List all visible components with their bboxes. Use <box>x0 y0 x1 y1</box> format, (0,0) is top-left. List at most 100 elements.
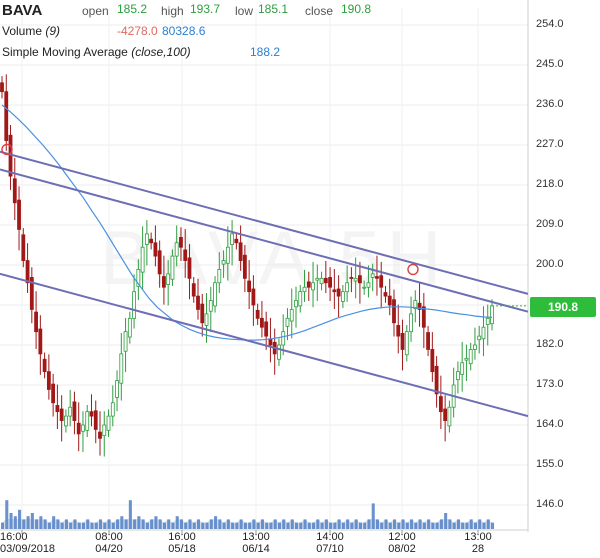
volume-bar <box>393 519 397 529</box>
volume-bar <box>478 519 482 529</box>
candle-body <box>302 286 307 293</box>
volume-bar <box>52 516 56 529</box>
volume-bar <box>324 519 328 529</box>
volume-bar <box>124 519 128 529</box>
candle-body <box>213 282 217 307</box>
candle-body <box>417 302 422 310</box>
volume-bar <box>120 516 124 529</box>
volume-bar <box>405 522 409 529</box>
volume-bar <box>171 522 175 529</box>
volume-bar <box>197 519 201 529</box>
low-value: 185.1 <box>258 2 289 16</box>
volume-bar <box>231 522 235 529</box>
candle-body <box>144 233 149 245</box>
volume-bar <box>286 522 290 529</box>
volume-bar <box>86 519 90 529</box>
candle-body <box>225 246 230 264</box>
volume-value: 80328.6 <box>162 24 206 38</box>
volume-bar <box>384 519 388 529</box>
candle-body <box>473 344 477 350</box>
y-tick-label: 209.0 <box>536 218 564 230</box>
candle-body <box>485 317 490 325</box>
volume-bar <box>456 519 460 529</box>
candle-body <box>281 331 286 346</box>
volume-bar <box>133 519 137 529</box>
candle-body <box>200 303 205 324</box>
volume-bar <box>94 522 98 529</box>
candle-body <box>166 273 171 285</box>
volume-bar <box>47 522 51 529</box>
volume-bar <box>179 519 184 529</box>
y-tick-label: 173.0 <box>536 378 564 390</box>
volume-label: Volume (9) <box>2 24 60 38</box>
volume-bar <box>346 519 350 529</box>
candle-body <box>196 295 200 310</box>
candle-body <box>230 233 234 245</box>
volume-bar <box>256 522 260 529</box>
candle-body <box>157 250 162 275</box>
volume-bar <box>226 519 230 529</box>
open-value: 185.2 <box>117 2 148 16</box>
candle-body <box>375 276 379 279</box>
candle-body <box>315 277 320 281</box>
volume-bar <box>401 519 405 529</box>
volume-label-text: Volume <box>2 24 43 38</box>
volume-bar <box>303 519 307 529</box>
volume-bar <box>260 519 264 529</box>
volume-bar <box>452 522 456 529</box>
volume-bar <box>184 522 188 529</box>
volume-bar <box>39 516 43 529</box>
volume-bar <box>427 519 431 529</box>
candle-body <box>174 242 179 257</box>
volume-bar <box>320 522 324 529</box>
volume-bar <box>192 522 196 529</box>
candle-body <box>89 411 94 417</box>
volume-bar <box>205 522 209 529</box>
volume-bar <box>218 519 222 529</box>
x-tick-date: 03/09/2018 <box>0 543 56 555</box>
x-tick-time: 12:00 <box>388 531 416 543</box>
candle-body <box>294 300 298 308</box>
volume-bar <box>469 519 473 529</box>
x-tick-time: 13:00 <box>464 531 492 543</box>
candle-body <box>426 332 430 350</box>
candle-body <box>221 260 226 265</box>
volume-bar <box>277 522 282 529</box>
x-tick-time: 08:00 <box>95 531 123 543</box>
candle-body <box>68 406 73 417</box>
y-tick-label: 218.0 <box>536 178 564 190</box>
volume-bar <box>73 519 77 529</box>
candle-body <box>59 408 64 421</box>
candle-body <box>353 277 358 282</box>
volume-bar <box>410 519 414 529</box>
candle-body <box>392 299 396 324</box>
candle-body <box>123 331 128 352</box>
x-tick-label: 13:00 06/14 <box>226 531 286 555</box>
candle-body <box>162 276 166 288</box>
candle-body <box>217 269 222 284</box>
volume-bar <box>145 522 149 529</box>
volume-bar <box>209 519 213 529</box>
candle-body <box>366 282 371 288</box>
ticker-symbol: BAVA <box>2 2 43 19</box>
sma-value: 188.2 <box>250 45 281 59</box>
candle-body <box>110 402 115 417</box>
candle-body <box>362 286 367 289</box>
candle-body <box>21 234 26 261</box>
volume-bar <box>128 500 132 529</box>
candle-body <box>349 277 354 279</box>
volume-bar <box>299 522 303 529</box>
volume-bar <box>1 522 5 529</box>
volume-bar <box>141 519 145 529</box>
pivot-marker <box>407 263 419 276</box>
y-tick-label: 227.0 <box>536 138 564 150</box>
candle-body <box>311 282 315 291</box>
x-tick-time: 13:00 <box>242 531 270 543</box>
volume-bar <box>439 519 443 529</box>
candle-body <box>208 300 213 312</box>
channel-line-lower <box>0 272 529 418</box>
volume-bar <box>337 519 341 529</box>
candle-body <box>81 424 85 432</box>
volume-bar <box>375 519 380 529</box>
